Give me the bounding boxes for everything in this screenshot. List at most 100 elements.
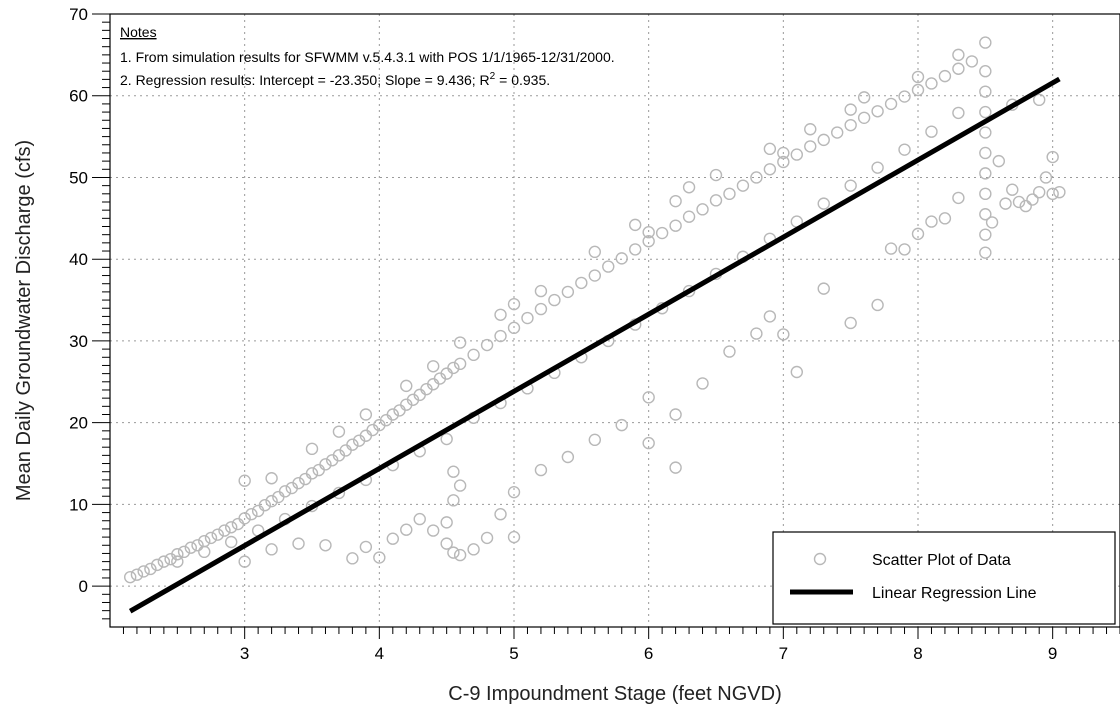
x-tick-label: 5 (509, 644, 518, 663)
data-point (790, 365, 803, 379)
y-tick-label: 70 (69, 5, 88, 24)
data-point (231, 517, 245, 531)
data-point (844, 179, 857, 192)
data-point (884, 242, 898, 255)
data-point (177, 545, 191, 559)
data-point (521, 311, 534, 325)
data-point (332, 425, 346, 438)
data-point (999, 197, 1012, 210)
data-point (359, 540, 373, 554)
data-point (736, 179, 750, 192)
legend: Scatter Plot of Data Linear Regression L… (772, 531, 1116, 625)
data-point (507, 530, 521, 544)
data-point (857, 91, 871, 104)
data-point (305, 467, 319, 480)
data-point (171, 555, 184, 568)
data-point (467, 543, 480, 556)
data-point (817, 133, 830, 147)
data-point (447, 465, 460, 478)
data-point (507, 321, 521, 335)
x-tick-label: 3 (240, 644, 249, 663)
data-point (467, 348, 480, 362)
data-point (844, 316, 857, 330)
data-point (979, 36, 992, 49)
data-point (844, 103, 857, 116)
data-point (696, 377, 709, 390)
data-point (1019, 199, 1032, 213)
data-point (427, 524, 440, 537)
data-point (1053, 185, 1066, 199)
data-point (224, 521, 238, 534)
data-point (871, 105, 884, 118)
data-point (642, 226, 655, 239)
scatter-points (123, 36, 1066, 584)
data-point (534, 463, 548, 477)
data-point (979, 146, 992, 160)
data-point (258, 499, 272, 512)
data-point (750, 171, 763, 184)
data-point (265, 494, 278, 508)
data-point (507, 297, 521, 311)
data-point (561, 450, 575, 464)
data-point (669, 461, 682, 474)
data-point (938, 212, 952, 225)
data-point (952, 62, 965, 75)
data-point (763, 163, 777, 176)
data-point (925, 77, 938, 90)
data-point (884, 97, 898, 111)
regression-line (128, 76, 1061, 614)
data-point (790, 148, 803, 161)
data-point (669, 194, 682, 208)
data-point (898, 243, 911, 256)
data-point (709, 194, 723, 207)
data-point (440, 432, 453, 446)
data-point (413, 512, 426, 526)
data-point (447, 546, 460, 559)
data-point (480, 531, 494, 545)
data-point (979, 65, 992, 78)
y-tick-label: 0 (79, 577, 88, 596)
data-point (992, 154, 1005, 168)
data-point (359, 408, 373, 421)
data-point (494, 329, 507, 343)
data-point (453, 548, 467, 562)
x-tick-label: 7 (779, 644, 788, 663)
data-point (211, 528, 224, 541)
data-point (427, 360, 440, 373)
data-point (171, 548, 184, 561)
notes-annotation: Notes 1. From simulation results for SFW… (120, 24, 615, 88)
data-point (144, 562, 157, 576)
data-point (979, 105, 992, 119)
data-point (682, 210, 696, 223)
data-point (191, 539, 204, 552)
data-point (669, 408, 682, 421)
data-point (130, 568, 144, 581)
data-point (588, 433, 601, 447)
data-point (925, 215, 938, 228)
data-point (588, 269, 601, 282)
data-point (238, 512, 251, 525)
plot-frame (109, 13, 1120, 628)
data-point (911, 70, 925, 84)
data-point (1032, 93, 1046, 107)
axes: 3 4 5 6 7 8 9 0 10 20 30 40 50 60 70 (69, 5, 1120, 663)
data-point (373, 551, 386, 564)
notes-line-2: 2. Regression results: Intercept = -23.3… (120, 71, 550, 88)
x-tick-label: 9 (1048, 644, 1057, 663)
data-point (898, 90, 911, 103)
data-point (979, 85, 992, 98)
legend-marker-scatter (813, 552, 827, 566)
legend-box (772, 531, 1116, 625)
data-point (925, 125, 938, 138)
data-point (1032, 185, 1046, 199)
data-point (238, 474, 251, 487)
data-point (979, 246, 992, 259)
data-point (224, 535, 238, 549)
data-point (312, 463, 325, 477)
data-point (979, 208, 992, 221)
data-point (265, 472, 278, 485)
data-point (655, 226, 669, 240)
data-point (548, 293, 561, 307)
data-point (1039, 171, 1053, 184)
data-point (871, 298, 884, 312)
